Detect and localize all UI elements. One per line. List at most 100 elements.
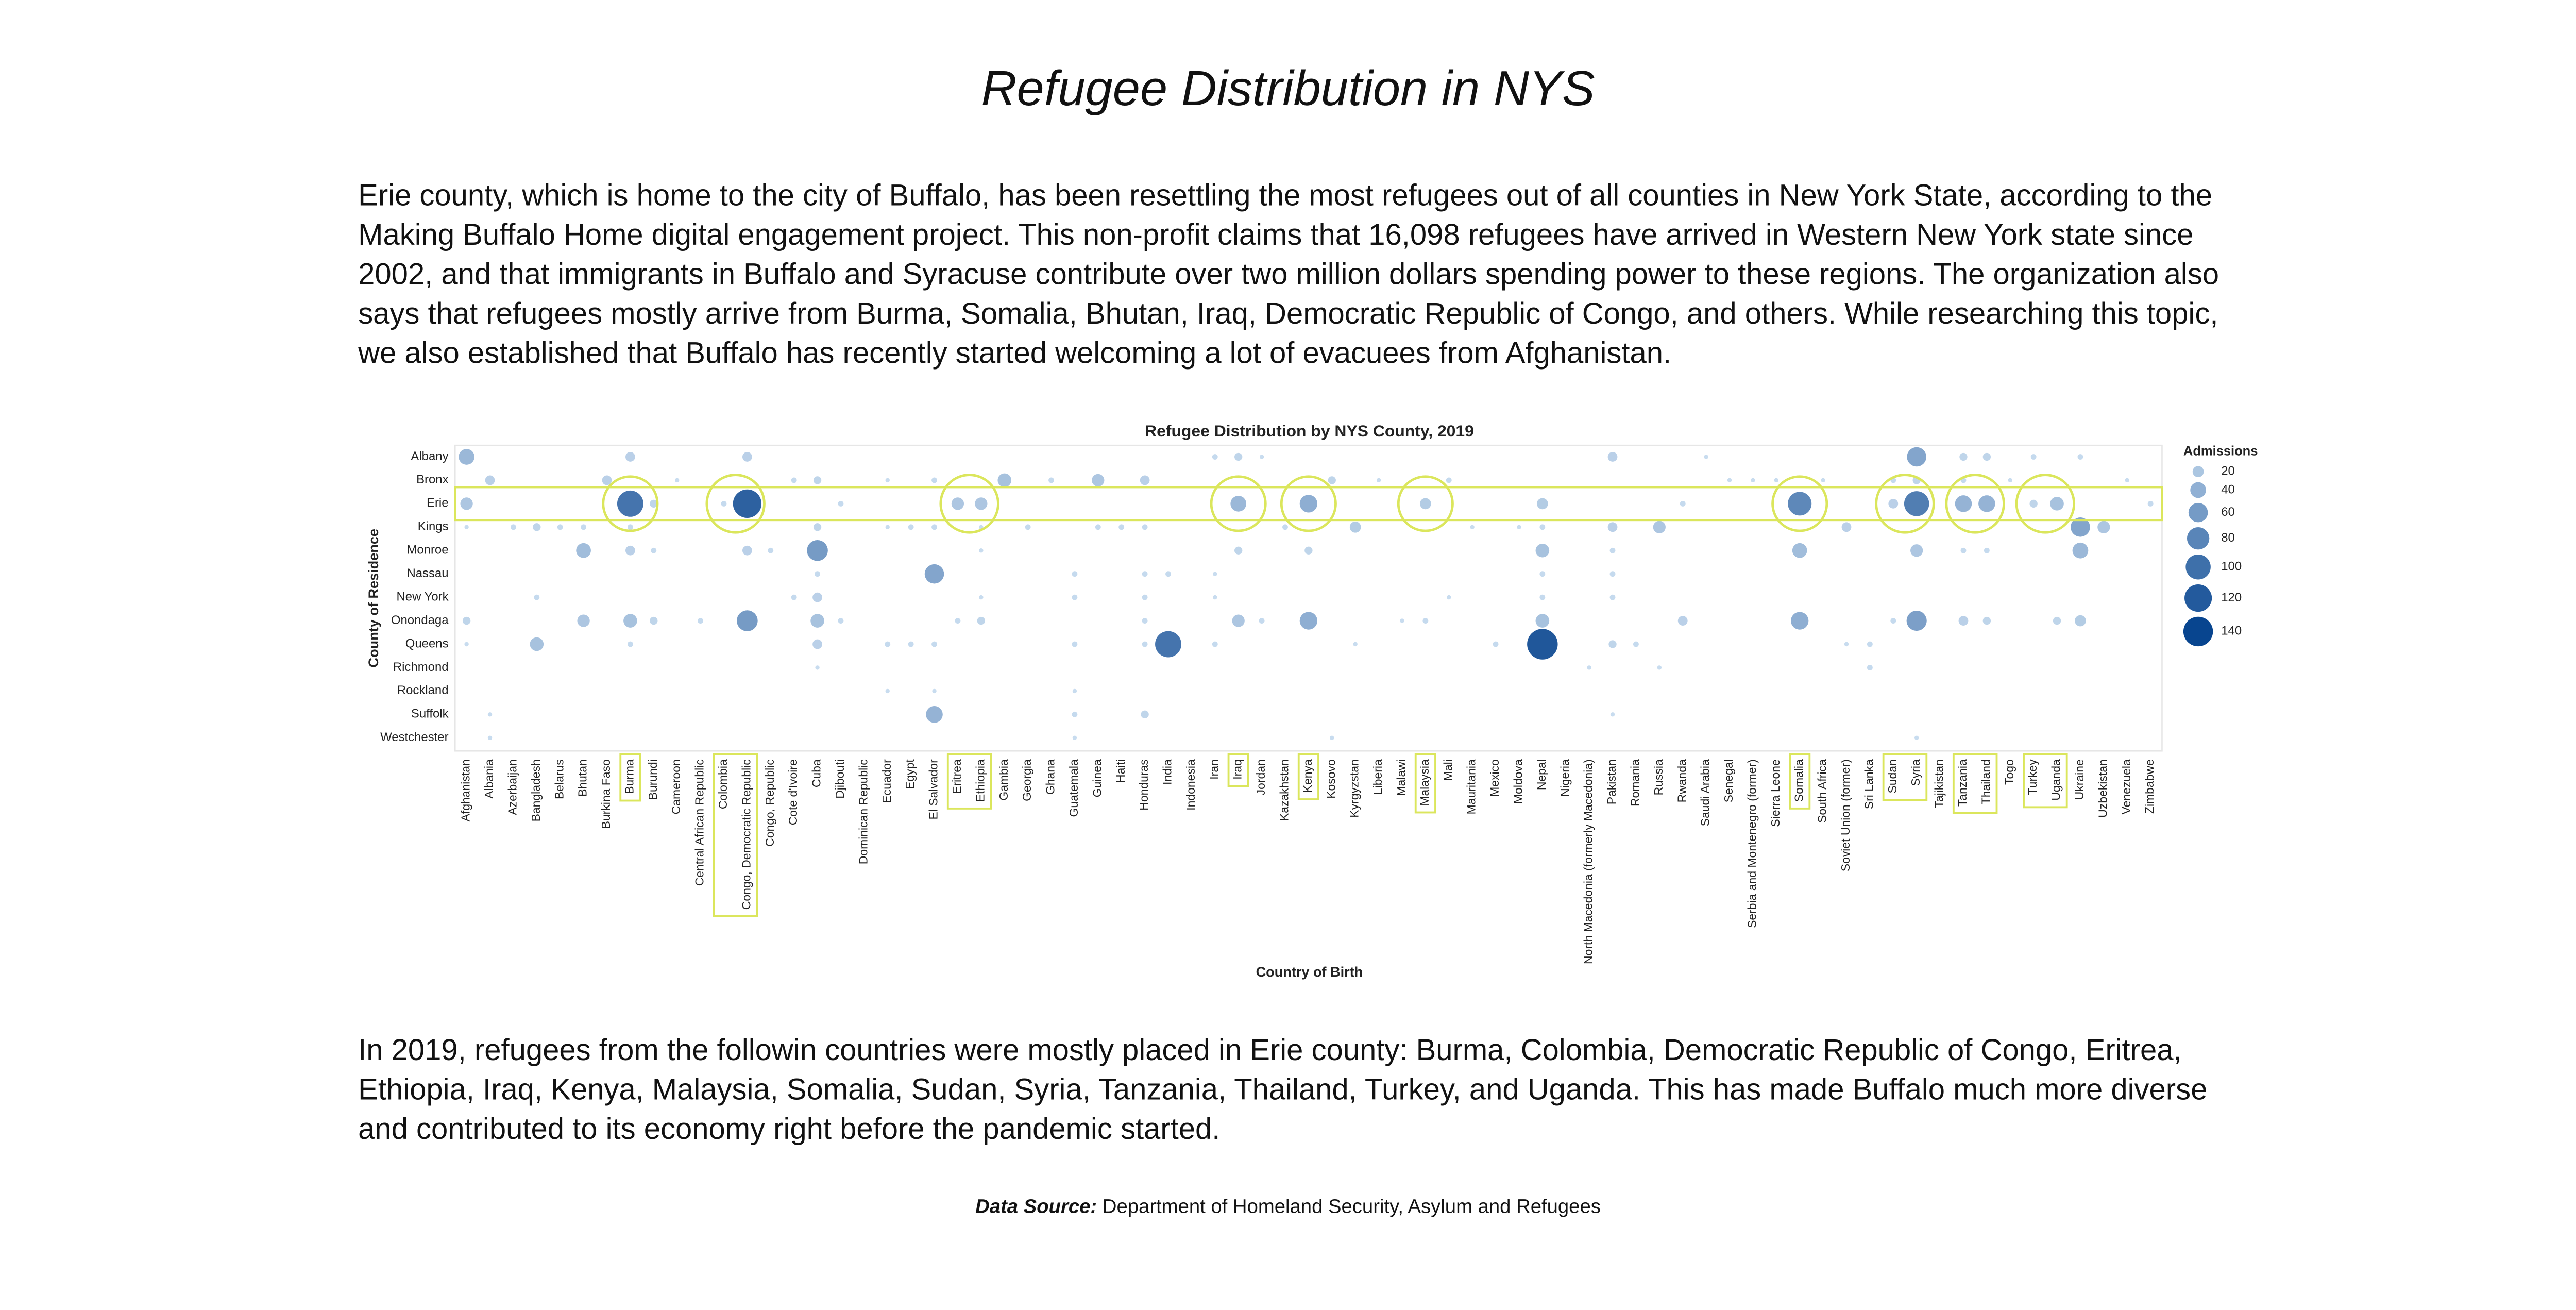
x-tick-label: Uganda — [2049, 759, 2063, 801]
legend-label: 60 — [2221, 505, 2235, 519]
highlight-circle — [1397, 475, 1454, 532]
bubble — [2147, 500, 2154, 507]
bubble — [1140, 475, 1150, 485]
x-tick-label: Dominican Republic — [856, 759, 870, 864]
bubble — [1587, 665, 1591, 670]
bubble — [674, 478, 680, 483]
bubble — [2077, 454, 2083, 460]
bubble — [577, 614, 590, 627]
x-tick-label: Colombia — [716, 759, 730, 809]
y-tick-label: Nassau — [406, 566, 448, 580]
bubble — [1118, 524, 1125, 530]
x-tick-label: Mexico — [1488, 759, 1501, 797]
bubble — [460, 497, 473, 510]
highlight-label-box — [1297, 753, 1319, 800]
bubble — [885, 525, 890, 530]
bubble — [1212, 641, 1218, 647]
highlight-label-box — [946, 753, 992, 810]
bubble — [1841, 522, 1852, 532]
intro-paragraph: Erie county, which is home to the city o… — [358, 179, 2219, 370]
bubble — [1727, 478, 1732, 483]
x-tick-label: Kazakhstan — [1278, 759, 1291, 821]
x-tick-label: Ecuador — [880, 759, 893, 803]
x-tick-label: Liberia — [1371, 759, 1384, 795]
bubble — [1142, 524, 1148, 530]
x-tick-label: India — [1161, 759, 1174, 785]
x-tick-label: North Macedonia (formerly Macedonia) — [1582, 759, 1595, 964]
x-tick-label: Afghanistan — [459, 759, 472, 821]
bubble — [955, 618, 961, 624]
x-tick-label: Ethiopia — [973, 759, 987, 802]
bubble — [1259, 455, 1264, 459]
highlight-label-box — [1414, 753, 1436, 814]
bubble — [812, 592, 822, 602]
highlight-label-box — [1227, 753, 1249, 787]
bubble — [651, 547, 657, 553]
chart-title: Refugee Distribution by NYS County, 2019 — [1145, 422, 1474, 440]
bubble — [815, 665, 820, 670]
legend-bubble — [2192, 466, 2204, 478]
x-tick-label: Gambia — [997, 759, 1010, 801]
x-tick-label: Moldova — [1512, 759, 1525, 804]
bubble — [2097, 520, 2110, 533]
bubble — [623, 614, 637, 628]
bubble — [1539, 524, 1546, 530]
bubble — [1888, 498, 1899, 509]
bubble — [1867, 665, 1873, 670]
bubble — [1792, 543, 1807, 558]
source-label: Data Source: — [975, 1195, 1097, 1218]
bubble — [1788, 492, 1812, 516]
page-title: Refugee Distribution in NYS — [981, 62, 1595, 117]
bubble — [627, 524, 633, 530]
highlight-circle — [705, 474, 766, 534]
highlight-label-box — [1882, 753, 1928, 801]
bubble — [838, 500, 844, 507]
x-tick-label: Cuba — [810, 759, 823, 787]
bubble — [1095, 524, 1101, 530]
bubble — [1299, 612, 1318, 630]
bubble — [464, 642, 469, 647]
bubble — [627, 641, 633, 647]
x-tick-label: Pakistan — [1605, 759, 1618, 804]
x-tick-label: Ghana — [1044, 759, 1057, 795]
legend-bubble — [2185, 554, 2211, 580]
x-tick-label: Azerbaijan — [505, 759, 519, 815]
y-tick-label: Suffolk — [411, 707, 449, 721]
bubble — [2072, 542, 2089, 559]
y-tick-label: Queens — [405, 636, 449, 650]
y-axis-title: County of Residence — [365, 529, 381, 667]
x-tick-label: Somalia — [1792, 759, 1805, 802]
bubble — [924, 564, 944, 584]
x-tick-label: Malaysia — [1418, 759, 1431, 806]
bubble — [908, 641, 914, 647]
x-tick-label: Zimbabwe — [2143, 759, 2156, 814]
bubble — [1633, 641, 1639, 647]
legend-bubble — [2188, 502, 2208, 523]
bubble — [931, 524, 937, 530]
bubble — [979, 595, 984, 600]
x-tick-label: Turkey — [2026, 759, 2039, 795]
bubble — [1234, 452, 1243, 461]
bubble — [1535, 543, 1550, 558]
bubble — [1234, 546, 1243, 555]
bubble — [1400, 618, 1404, 623]
bubble — [975, 497, 988, 510]
y-tick-label: Westchester — [380, 730, 448, 744]
bubble — [1422, 618, 1429, 624]
bubble — [1142, 571, 1148, 577]
legend-label: 100 — [2221, 560, 2242, 574]
x-tick-label: Albania — [482, 759, 496, 799]
bubble — [1914, 735, 1919, 740]
bubble — [487, 735, 493, 740]
bubble — [813, 523, 822, 531]
bubble — [885, 478, 890, 483]
bubble — [2053, 616, 2061, 625]
highlight-circle — [1945, 474, 2005, 534]
bubble — [1349, 521, 1361, 533]
highlight-circle — [1875, 474, 1935, 534]
bubble — [1609, 571, 1616, 577]
bubble — [2125, 478, 2129, 483]
x-tick-label: Venezuela — [2120, 759, 2133, 814]
